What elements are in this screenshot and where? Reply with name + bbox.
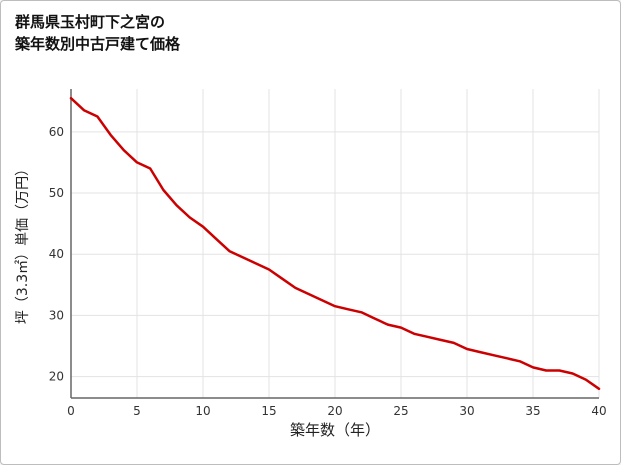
x-tick-label: 40 bbox=[591, 404, 606, 418]
chart-title: 群馬県玉村町下之宮の 築年数別中古戸建て価格 bbox=[15, 11, 180, 55]
x-tick-label: 0 bbox=[67, 404, 75, 418]
chart-title-line1: 群馬県玉村町下之宮の bbox=[15, 13, 166, 31]
y-tick-label: 60 bbox=[49, 125, 64, 139]
y-axis-label: 坪（3.3㎡）単価（万円） bbox=[15, 161, 31, 325]
price-line-series bbox=[69, 96, 601, 391]
x-tick-label: 10 bbox=[195, 404, 210, 418]
y-tick-label: 40 bbox=[49, 247, 64, 261]
x-tick-label: 35 bbox=[525, 404, 540, 418]
y-tick-label: 50 bbox=[49, 186, 64, 200]
x-tick-label: 30 bbox=[459, 404, 474, 418]
x-axis-label: 築年数（年） bbox=[289, 421, 381, 439]
x-tick-label: 5 bbox=[133, 404, 141, 418]
x-tick-label: 20 bbox=[327, 404, 342, 418]
x-tick-label: 15 bbox=[261, 404, 276, 418]
y-tick-label: 30 bbox=[49, 308, 64, 322]
y-tick-label: 20 bbox=[49, 370, 64, 384]
x-tick-label: 25 bbox=[393, 404, 408, 418]
chart-title-line2: 築年数別中古戸建て価格 bbox=[15, 35, 181, 53]
